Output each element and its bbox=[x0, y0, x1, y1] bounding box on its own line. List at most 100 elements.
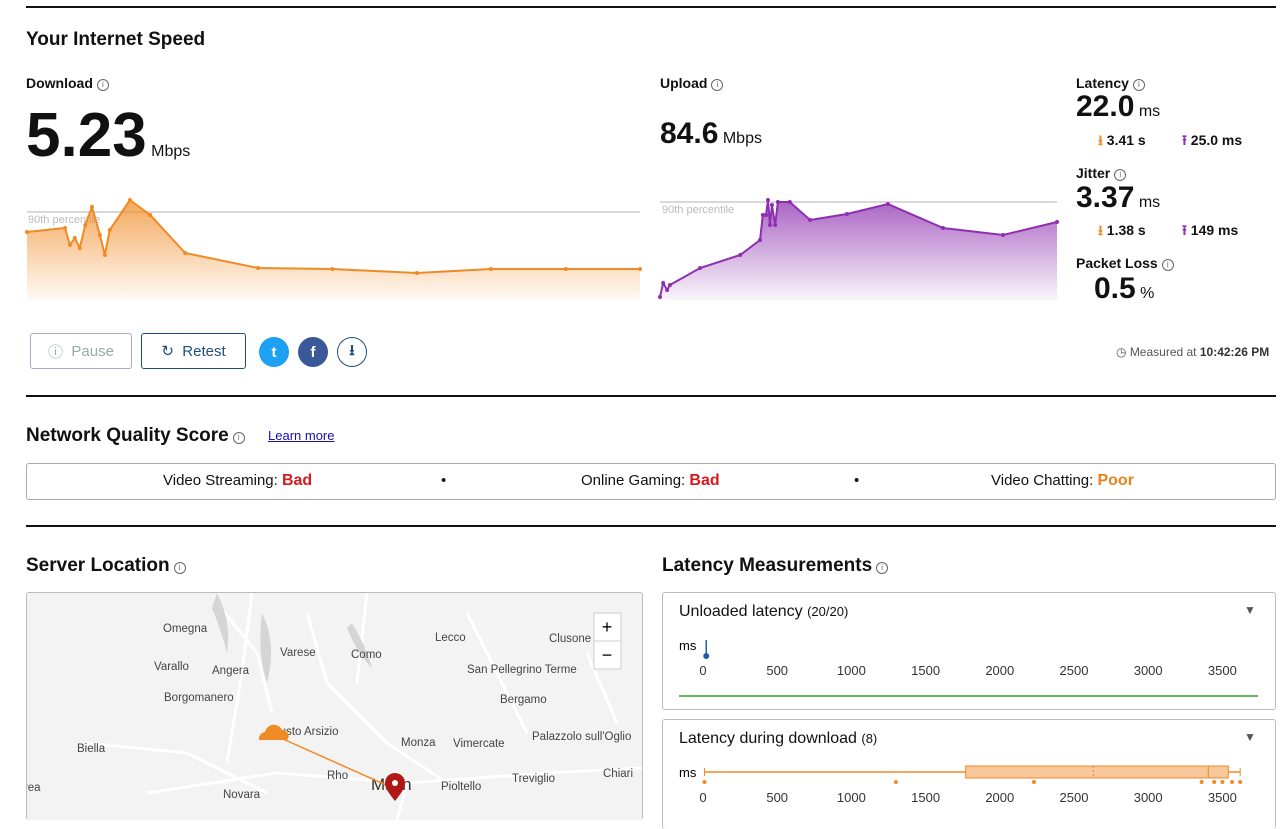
speed-point bbox=[127, 198, 132, 202]
speed-point bbox=[25, 230, 29, 234]
measured-at: ◷ Measured at 10:42:26 PM bbox=[1116, 345, 1270, 359]
section-title: Server Location i bbox=[26, 555, 186, 577]
speed-point bbox=[775, 200, 780, 204]
place: Como bbox=[351, 649, 382, 661]
jitter-up: ⭱ 149 ms bbox=[1182, 222, 1239, 238]
place: Borgomanero bbox=[164, 692, 234, 704]
speed-point bbox=[658, 295, 662, 299]
section-title: Your Internet Speed bbox=[26, 29, 206, 50]
zoom-in[interactable]: + bbox=[602, 617, 613, 637]
place: Varallo bbox=[154, 661, 189, 673]
speed-point bbox=[787, 200, 792, 204]
speed-point bbox=[844, 212, 849, 216]
speed-point bbox=[72, 236, 77, 240]
speed-point bbox=[769, 203, 774, 207]
download-label: Download i bbox=[26, 75, 109, 91]
speed-point bbox=[89, 205, 94, 209]
download-latency-panel bbox=[662, 719, 1276, 829]
speed-point bbox=[1001, 233, 1006, 237]
place: Busto Arsizio bbox=[272, 726, 338, 738]
speed-point bbox=[77, 246, 82, 250]
panel-title: Unloaded latency (20/20) bbox=[679, 603, 849, 620]
expand-toggle[interactable]: ▼ bbox=[1244, 730, 1256, 744]
quality-item: Video Streaming: Bad bbox=[163, 472, 313, 489]
packet-loss-value: 0.5 % bbox=[1094, 272, 1155, 305]
download-value: 5.23 Mbps bbox=[26, 101, 191, 170]
speed-point bbox=[638, 267, 642, 271]
server-pin bbox=[385, 773, 405, 801]
speed-point bbox=[765, 198, 770, 202]
pause-button[interactable]: ⓘ Pause bbox=[30, 333, 132, 369]
place: Chiari bbox=[603, 768, 633, 780]
speed-point bbox=[738, 253, 743, 257]
place: Novara bbox=[223, 789, 261, 801]
map: Omegna Varese Lecco Clusone Varallo Ange… bbox=[26, 592, 643, 820]
speed-point bbox=[661, 281, 666, 285]
latency-up: ⭱ 25.0 ms bbox=[1182, 132, 1243, 148]
speed-point bbox=[1055, 220, 1059, 224]
quality-box bbox=[26, 463, 1276, 500]
speed-point bbox=[885, 202, 890, 206]
latency-down: ⭳ 3.41 s bbox=[1098, 132, 1146, 148]
place: Angera bbox=[212, 665, 250, 677]
upload-label: Upload i bbox=[660, 75, 724, 91]
percentile-label: 90th percentile bbox=[28, 214, 100, 226]
speed-point bbox=[758, 238, 763, 242]
speed-point bbox=[83, 223, 88, 227]
area-fill bbox=[27, 200, 640, 300]
expand-toggle[interactable]: ▼ bbox=[1244, 603, 1256, 617]
speed-point bbox=[489, 267, 494, 271]
speed-point bbox=[414, 271, 419, 275]
place: Vimercate bbox=[453, 738, 505, 750]
pin-dot bbox=[392, 780, 398, 786]
place: Lecco bbox=[435, 632, 466, 644]
zoom-out[interactable]: − bbox=[602, 645, 613, 665]
divider bbox=[26, 525, 1276, 527]
quality-item: Online Gaming: Bad bbox=[581, 472, 720, 489]
area-fill bbox=[660, 200, 1057, 300]
map-labels: Omegna Varese Lecco Clusone Varallo Ange… bbox=[27, 623, 633, 801]
quality-item: Video Chatting: Poor bbox=[991, 472, 1134, 489]
download-results-button[interactable]: ⭳ bbox=[337, 337, 367, 367]
unloaded-panel bbox=[662, 592, 1276, 710]
place: Varese bbox=[280, 647, 316, 659]
speed-point bbox=[148, 213, 153, 217]
learn-more-link[interactable]: Learn more bbox=[268, 428, 335, 443]
speed-point bbox=[102, 253, 107, 257]
latency-label: Latency i bbox=[1076, 75, 1145, 91]
place: Clusone bbox=[549, 633, 591, 645]
speed-point bbox=[941, 226, 946, 230]
place: Omegna bbox=[163, 623, 208, 635]
place: Palazzolo sull'Oglio bbox=[532, 731, 631, 743]
speed-point bbox=[665, 288, 670, 292]
speed-point bbox=[773, 223, 778, 227]
latency-value: 22.0 ms bbox=[1076, 90, 1161, 123]
speed-point bbox=[256, 266, 261, 270]
speed-point bbox=[760, 213, 765, 217]
percentile-label: 90th percentile bbox=[662, 204, 734, 216]
place: Pioltello bbox=[441, 781, 481, 793]
jitter-label: Jitter i bbox=[1076, 165, 1127, 181]
speed-point bbox=[763, 213, 768, 217]
divider bbox=[26, 395, 1276, 397]
retest-button[interactable]: ↻ Retest bbox=[141, 333, 246, 369]
facebook-button[interactable]: f bbox=[298, 337, 328, 367]
packet-loss-label: Packet Loss i bbox=[1076, 255, 1174, 271]
speed-point bbox=[563, 267, 568, 271]
speed-point bbox=[698, 266, 703, 270]
place: Treviglio bbox=[512, 773, 555, 785]
place: Bergamo bbox=[500, 694, 547, 706]
speed-point bbox=[183, 251, 188, 255]
twitter-button[interactable]: t bbox=[259, 337, 289, 367]
section-title: Network Quality Score i bbox=[26, 425, 245, 447]
route-line bbox=[273, 734, 396, 790]
jitter-down: ⭳ 1.38 s bbox=[1098, 222, 1146, 238]
speed-point bbox=[330, 267, 335, 271]
speed-point bbox=[808, 218, 813, 222]
separator: • bbox=[441, 472, 447, 489]
speed-point bbox=[67, 243, 72, 247]
upload-value: 84.6 Mbps bbox=[660, 117, 762, 150]
speed-point bbox=[107, 228, 112, 232]
speed-point bbox=[63, 226, 68, 230]
place: Biella bbox=[77, 743, 106, 755]
